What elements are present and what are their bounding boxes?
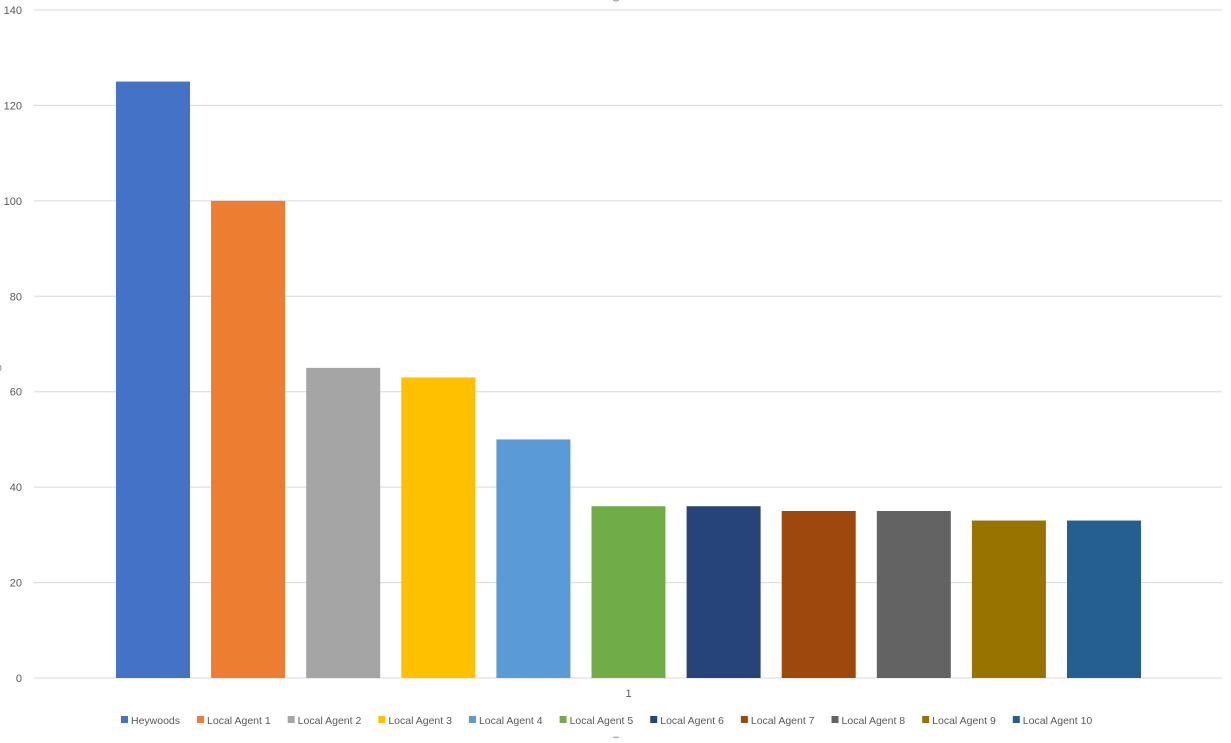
legend-label: Local Agent 4 [479, 715, 543, 727]
y-tick-label: 40 [10, 482, 22, 494]
legend-label: Local Agent 7 [751, 715, 815, 727]
y-tick-label: 20 [10, 578, 22, 590]
bar-local-agent-3[interactable] [401, 377, 476, 678]
legend-swatch [831, 716, 839, 723]
legend-label: Local Agent 2 [298, 715, 362, 727]
bar-local-agent-6[interactable] [686, 506, 761, 678]
legend-item[interactable]: Local Agent 1 [197, 715, 271, 727]
legend-label: Local Agent 9 [932, 715, 996, 727]
legend-label: Local Agent 10 [1023, 715, 1093, 727]
y-tick-label: 60 [10, 387, 22, 399]
legend-label: Local Agent 8 [842, 715, 906, 727]
legend-label: Heywoods [131, 715, 180, 727]
legend-swatch [559, 716, 567, 723]
legend-item[interactable]: Local Agent 4 [468, 715, 543, 727]
legend-item[interactable]: Local Agent 6 [650, 715, 724, 727]
legend-swatch [197, 716, 205, 723]
legend: Heywoods Local Agent 1 Local Agent 2 Local … [121, 715, 1092, 727]
legend-item[interactable]: Local Agent 3 [378, 715, 452, 727]
legend-label: Local Agent 1 [207, 715, 271, 727]
y-tick-label: 100 [4, 196, 22, 208]
legend-item[interactable]: Local Agent 9 [922, 715, 996, 727]
legend-label: Local Agent 6 [660, 715, 724, 727]
bar-local-agent-7[interactable] [781, 511, 856, 678]
legend-swatch [650, 716, 658, 723]
legend-label: Local Agent 5 [570, 715, 634, 727]
x-axis-tick-labels: 1 [625, 688, 631, 700]
bar-local-agent-1[interactable] [211, 200, 286, 678]
bars [116, 81, 1141, 679]
legend-item[interactable]: Local Agent 8 [831, 715, 906, 727]
y-tick-label: 140 [4, 5, 22, 17]
legend-swatch [740, 716, 748, 723]
bar-local-agent-4[interactable] [496, 439, 571, 678]
y-axis-tick-labels: 0 20 40 60 80 100 120 140 [4, 5, 22, 685]
resize-handle-top[interactable] [612, 0, 620, 2]
y-tick-label: 120 [4, 100, 22, 112]
legend-item[interactable]: Local Agent 10 [1012, 715, 1093, 727]
bar-local-agent-5[interactable] [591, 506, 666, 678]
legend-swatch [121, 716, 128, 723]
bar-heywoods[interactable] [116, 81, 190, 679]
legend-swatch [922, 716, 930, 723]
y-tick-label: 80 [10, 291, 22, 303]
bar-local-agent-9[interactable] [971, 520, 1046, 678]
legend-swatch [378, 716, 386, 723]
legend-item[interactable]: Local Agent 5 [559, 715, 634, 727]
bar-local-agent-10[interactable] [1067, 520, 1141, 678]
legend-item[interactable]: Local Agent 2 [287, 715, 362, 727]
legend-item[interactable]: Heywoods [121, 715, 180, 727]
legend-item[interactable]: Local Agent 7 [740, 715, 815, 727]
x-tick-label: 1 [625, 688, 631, 700]
legend-swatch [468, 716, 476, 723]
legend-swatch [1012, 716, 1020, 723]
y-tick-label: 0 [16, 673, 22, 685]
legend-label: Local Agent 3 [388, 715, 452, 727]
legend-swatch [287, 716, 295, 723]
resize-handle-left[interactable] [0, 364, 2, 372]
bar-local-agent-8[interactable] [876, 511, 951, 678]
bar-local-agent-2[interactable] [306, 367, 381, 678]
